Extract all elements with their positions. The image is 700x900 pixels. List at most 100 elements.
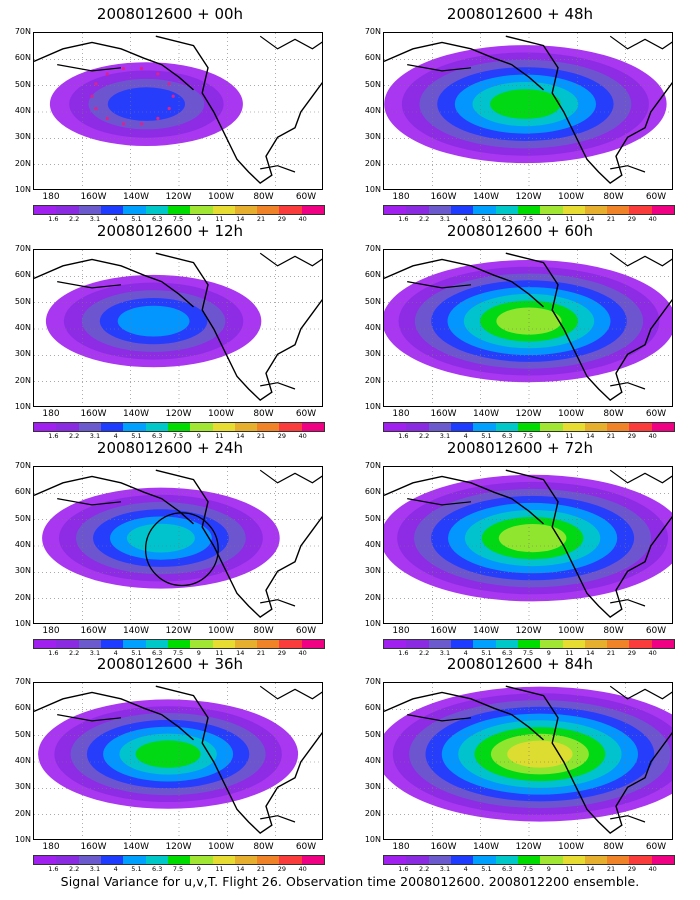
colorbar-label: 2.2 [418, 432, 430, 440]
colorbar-swatch [629, 856, 652, 864]
colorbar-swatch [212, 423, 235, 431]
lat-label: 40N [364, 756, 381, 765]
colorbar-swatch [279, 640, 302, 648]
colorbar-swatch [167, 640, 191, 648]
lat-label: 60N [364, 53, 381, 63]
colorbar-swatch [406, 206, 429, 214]
colorbar-swatch [167, 423, 191, 431]
colorbar-swatch [257, 856, 280, 864]
lat-label: 60N [14, 53, 31, 63]
colorbar-label: 5.1 [481, 432, 492, 440]
colorbar-swatch [540, 856, 563, 864]
colorbar [383, 639, 675, 649]
lon-label: 180 [42, 409, 60, 419]
colorbar-label: 3.1 [439, 865, 451, 873]
colorbar-label: 21 [256, 865, 266, 873]
panel-title: 2008012600 + 24h [96, 439, 244, 457]
lon-label: 140W [472, 192, 500, 202]
colorbar-swatch [540, 640, 563, 648]
lon-label: 120W [515, 842, 542, 852]
lon-label: 120W [165, 842, 192, 852]
colorbar-swatch [473, 206, 496, 214]
lon-label: 180 [392, 409, 410, 419]
map-panel: 2008012600 + 12h 70N 60N 50N 40N 30N 20N 10N 18… [0, 222, 340, 440]
lat-label: 10N [364, 835, 381, 844]
panel-title: 2008012600 + 60h [446, 222, 594, 240]
colorbar-swatch [450, 640, 474, 648]
colorbar-swatch [473, 856, 496, 864]
lon-label: 100W [557, 842, 585, 852]
colorbar-label: 21 [606, 432, 616, 440]
colorbar-swatch [651, 640, 675, 648]
lat-label: 10N [364, 185, 381, 194]
lat-label: 40N [364, 106, 381, 115]
colorbar-swatch [651, 423, 675, 431]
colorbar-label: 4 [463, 649, 468, 657]
map-panel: 2008012600 + 48h 70N 60N 50N 40N 30N 20N 10N 18… [350, 5, 690, 223]
lat-label: 10N [364, 619, 381, 628]
colorbar-label: 9 [546, 865, 551, 873]
colorbar-swatch [562, 856, 585, 864]
lat-label: 60N [14, 703, 31, 713]
colorbar-label: 11 [215, 432, 224, 440]
colorbar-label: 29 [627, 865, 636, 873]
colorbar-swatch [607, 640, 630, 648]
colorbar-label: 1.6 [398, 215, 409, 223]
colorbar-swatch [257, 423, 280, 431]
lat-label: 40N [14, 756, 31, 765]
colorbar-label: 1.6 [398, 649, 409, 657]
lon-label: 60W [645, 192, 667, 202]
colorbar-swatch [145, 423, 168, 431]
colorbar-label: 9 [196, 649, 201, 657]
colorbar-label: 4 [113, 432, 118, 440]
colorbar-swatch [301, 856, 325, 864]
colorbar-swatch [473, 640, 496, 648]
colorbar-label: 40 [648, 215, 657, 223]
colorbar-swatch [257, 640, 280, 648]
lon-label: 160W [430, 842, 457, 852]
lat-label: 60N [364, 270, 381, 280]
lon-label: 180 [392, 842, 410, 852]
colorbar [383, 205, 675, 215]
lat-label: 70N [14, 27, 31, 36]
lon-label: 120W [515, 192, 542, 202]
colorbar-swatch [34, 856, 57, 864]
lat-label: 10N [364, 402, 381, 411]
colorbar-label: 3.1 [89, 649, 101, 657]
lat-label: 10N [14, 402, 31, 411]
lon-label: 140W [472, 626, 500, 636]
lon-label: 180 [392, 192, 410, 202]
lat-label: 20N [14, 592, 31, 602]
colorbar-swatch [450, 856, 474, 864]
lon-label: 140W [122, 842, 150, 852]
colorbar-label: 3.1 [89, 432, 101, 440]
lat-label: 70N [14, 461, 31, 470]
colorbar-label: 11 [215, 215, 224, 223]
lat-label: 40N [364, 323, 381, 332]
colorbar-swatch [234, 640, 258, 648]
map-panel: 2008012600 + 24h 70N 60N 50N 40N 30N 20N 10N 18… [0, 439, 340, 657]
colorbar-label: 29 [627, 649, 636, 657]
colorbar-swatch [562, 423, 585, 431]
lat-label: 70N [364, 677, 381, 686]
colorbar-swatch [123, 640, 146, 648]
panel-title: 2008012600 + 00h [96, 5, 244, 23]
colorbar-label: 9 [196, 865, 201, 873]
colorbar-label: 11 [565, 649, 574, 657]
colorbar-label: 4 [463, 865, 468, 873]
lon-label: 80W [603, 842, 624, 852]
colorbar-swatch [100, 856, 124, 864]
lon-label: 100W [557, 626, 585, 636]
colorbar-swatch [212, 206, 235, 214]
colorbar-swatch [34, 640, 57, 648]
colorbar-label: 3.1 [439, 649, 451, 657]
lat-label: 70N [364, 244, 381, 253]
colorbar-label: 14 [586, 432, 595, 440]
colorbar-label: 5.1 [481, 649, 492, 657]
colorbar-label: 6.3 [502, 865, 513, 873]
colorbar-label: 40 [298, 432, 307, 440]
colorbar-label: 6.3 [502, 215, 513, 223]
colorbar-label: 21 [606, 865, 616, 873]
colorbar-swatch [190, 856, 213, 864]
colorbar-swatch [540, 423, 563, 431]
